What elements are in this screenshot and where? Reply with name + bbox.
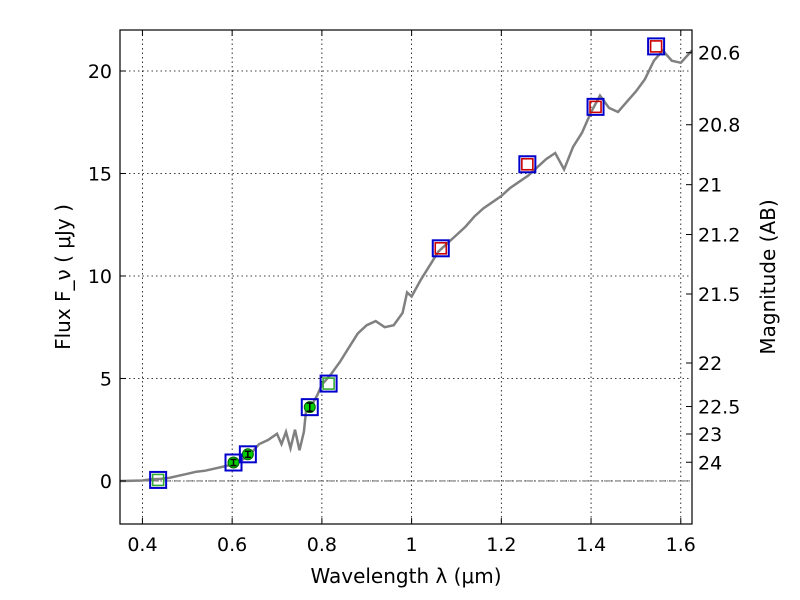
x-tick-label: 1.2 xyxy=(486,534,516,556)
inner-square-marker xyxy=(322,377,335,390)
right-axis-label: Magnitude (AB) xyxy=(756,199,780,354)
right-tick-label: 23 xyxy=(698,424,722,446)
x-tick-label: 0.4 xyxy=(127,534,157,556)
x-tick-labels: 0.4 0.6 0.8 1 1.2 1.4 1.6 xyxy=(127,534,696,556)
inner-square-marker xyxy=(589,100,602,114)
x-tick-label: 0.8 xyxy=(307,534,337,556)
model-point-square xyxy=(586,97,605,116)
axis-ticks xyxy=(120,30,692,524)
model-point-square xyxy=(518,155,537,174)
x-axis-label: Wavelength λ (μm) xyxy=(310,564,501,588)
x-tick-label: 1.6 xyxy=(666,534,696,556)
model-point-square xyxy=(238,445,257,464)
spectrum-line xyxy=(119,48,693,483)
y-tick-labels: 0 5 10 15 20 xyxy=(88,61,112,493)
right-tick-label: 20.8 xyxy=(698,115,740,137)
model-point-square xyxy=(300,398,319,417)
right-tick-label: 24 xyxy=(698,452,722,474)
right-tick-label: 21.5 xyxy=(698,284,740,306)
right-tick-label: 22.5 xyxy=(698,397,740,419)
inner-square-marker xyxy=(521,157,534,171)
inner-square-marker xyxy=(151,473,165,487)
right-tick-label: 21.2 xyxy=(698,225,740,247)
y-tick-label: 20 xyxy=(88,61,112,83)
y-tick-label: 0 xyxy=(100,471,112,493)
right-tick-label: 20.6 xyxy=(698,43,740,65)
model-point-square xyxy=(647,37,666,56)
model-point-square xyxy=(431,239,450,258)
inner-square-marker xyxy=(649,40,663,53)
x-tick-label: 0.6 xyxy=(217,534,247,556)
right-tick-label: 22 xyxy=(698,353,722,375)
plot-frame xyxy=(119,29,693,525)
y-tick-label: 5 xyxy=(100,368,112,390)
right-tick-label: 21 xyxy=(698,175,722,197)
x-tick-label: 1.4 xyxy=(576,534,606,556)
y-tick-label: 10 xyxy=(88,266,112,288)
inner-square-marker xyxy=(434,242,448,255)
y-axis-label: Flux F_ν ( μJy ) xyxy=(51,204,75,350)
right-magnitude-tick-labels: 20.6 20.8 21 21.2 21.5 22 22.5 23 24 xyxy=(698,43,740,475)
x-tick-label: 1 xyxy=(406,534,418,556)
model-point-square xyxy=(149,470,168,489)
y-tick-label: 15 xyxy=(88,163,112,185)
model-point-square xyxy=(319,374,338,393)
photometry-markers xyxy=(149,37,666,489)
